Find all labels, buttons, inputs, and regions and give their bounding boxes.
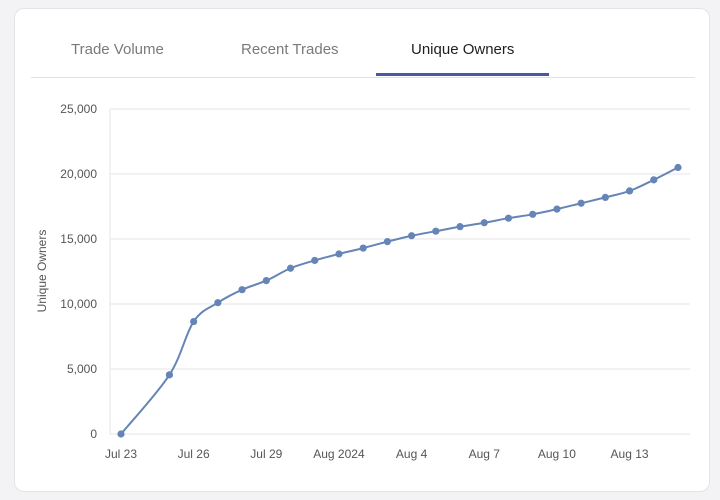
data-point[interactable] <box>650 176 658 184</box>
data-points <box>117 163 682 438</box>
data-point[interactable] <box>165 371 174 379</box>
tab-unique-owners[interactable]: Unique Owners <box>411 41 515 58</box>
grid-lines <box>109 108 690 435</box>
data-point[interactable] <box>625 187 634 195</box>
y-tick-label: 15,000 <box>60 232 97 246</box>
data-point[interactable] <box>262 277 270 285</box>
data-point[interactable] <box>359 244 367 252</box>
data-point[interactable] <box>601 193 609 201</box>
y-tick-label: 10,000 <box>60 297 97 311</box>
data-point[interactable] <box>117 430 125 438</box>
data-point[interactable] <box>432 227 440 235</box>
y-tick-label: 0 <box>90 427 97 441</box>
data-point[interactable] <box>529 210 537 218</box>
x-tick-label: Aug 7 <box>469 447 501 461</box>
x-tick-label: Aug 10 <box>538 447 576 461</box>
tab-trade-volume[interactable]: Trade Volume <box>71 41 164 58</box>
data-point[interactable] <box>577 199 585 207</box>
data-point[interactable] <box>674 163 682 172</box>
data-point[interactable] <box>311 256 319 265</box>
data-point[interactable] <box>286 264 295 272</box>
y-axis-title: Unique Owners <box>35 230 49 313</box>
x-tick-label: Jul 29 <box>250 447 282 461</box>
active-tab-indicator <box>376 73 549 76</box>
x-tick-label: Jul 26 <box>178 447 210 461</box>
tab-recent-trades[interactable]: Recent Trades <box>241 41 339 58</box>
x-tick-label: Aug 13 <box>611 447 649 461</box>
data-point[interactable] <box>214 299 222 307</box>
data-point[interactable] <box>456 223 464 231</box>
x-tick-label: Jul 23 <box>105 447 137 461</box>
y-tick-label: 25,000 <box>60 102 97 116</box>
data-point[interactable] <box>335 250 343 258</box>
x-axis: Jul 23 Jul 26 Jul 29 Aug 2024 Aug 4 Aug 7 Aug … <box>105 447 649 461</box>
series-line <box>120 166 679 435</box>
data-point[interactable] <box>504 214 513 222</box>
tab-bar: Trade Volume Recent Trades Unique Owners <box>31 9 695 78</box>
x-tick-label: Aug 2024 <box>313 447 365 461</box>
y-axis: 0 5,000 10,000 15,000 20,000 25,000 <box>60 102 97 441</box>
data-point[interactable] <box>408 232 416 240</box>
y-tick-label: 20,000 <box>60 167 97 181</box>
data-point[interactable] <box>553 205 561 213</box>
y-tick-label: 5,000 <box>67 362 97 376</box>
data-point[interactable] <box>480 219 488 227</box>
data-point[interactable] <box>383 238 391 246</box>
data-point[interactable] <box>238 286 246 294</box>
x-tick-label: Aug 4 <box>396 447 428 461</box>
data-point[interactable] <box>190 317 198 326</box>
